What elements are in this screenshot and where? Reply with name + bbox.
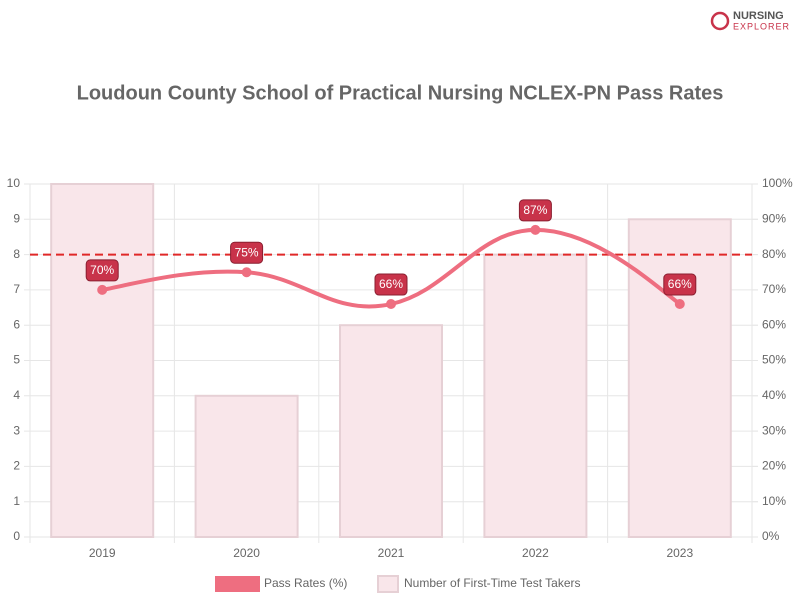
data-label-text: 66% [668, 277, 692, 291]
y2-tick-label: 80% [762, 247, 786, 261]
data-label-text: 66% [379, 277, 403, 291]
y2-tick-label: 50% [762, 353, 786, 367]
legend-swatch [377, 575, 399, 593]
data-label-text: 70% [90, 263, 114, 277]
bar [483, 253, 588, 538]
y-tick-label: 10 [7, 176, 21, 190]
legend-label: Number of First-Time Test Takers [404, 576, 580, 590]
logo-text: NURSING [733, 10, 784, 22]
logo: NURSING EXPLORER [710, 10, 790, 31]
y-tick-label: 6 [13, 317, 20, 331]
data-label-box [518, 199, 552, 222]
x-tick-label: 2022 [522, 546, 549, 560]
point [674, 299, 685, 310]
y-tick-label: 8 [13, 247, 20, 261]
legend-swatch [215, 576, 260, 592]
y-tick-label: 7 [13, 282, 20, 296]
y2-tick-label: 30% [762, 423, 786, 437]
y2-tick-label: 90% [762, 211, 786, 225]
y-tick-label: 1 [13, 494, 20, 508]
data-label: 75% [230, 241, 264, 264]
chart-title: Loudoun County School of Practical Nursi… [77, 82, 724, 104]
y-tick-label: 0 [13, 529, 20, 543]
point [97, 284, 108, 295]
data-label-text: 87% [523, 203, 547, 217]
x-tick-label: 2019 [89, 546, 116, 560]
x-tick-label: 2020 [233, 546, 260, 560]
y2-tick-label: 40% [762, 388, 786, 402]
data-label-text: 75% [235, 245, 259, 259]
data-label: 66% [663, 273, 697, 296]
bar [194, 394, 299, 538]
data-label-box [663, 273, 697, 296]
logo-text: EXPLORER [733, 21, 790, 31]
y-tick-label: 2 [13, 459, 20, 473]
point [530, 224, 541, 235]
point [241, 267, 252, 278]
data-label-box [230, 241, 264, 264]
point [386, 299, 396, 310]
x-tick-label: 2021 [378, 546, 405, 560]
bar [50, 183, 155, 538]
legend-label: Pass Rates (%) [264, 576, 347, 590]
bar [627, 218, 732, 539]
y2-tick-label: 70% [762, 282, 786, 296]
logo-icon [710, 11, 730, 31]
y2-tick-label: 60% [762, 317, 786, 331]
data-label-box [85, 259, 119, 282]
data-label: 70% [85, 259, 119, 282]
x-tick-label: 2023 [666, 546, 693, 560]
y-tick-label: 9 [13, 211, 20, 225]
data-label: 66% [374, 273, 408, 296]
y2-tick-label: 10% [762, 494, 786, 508]
y-tick-label: 5 [13, 353, 20, 367]
y-tick-label: 3 [13, 423, 20, 437]
bar [339, 324, 443, 539]
y-tick-label: 4 [13, 388, 20, 402]
data-label-box [374, 273, 408, 296]
y2-tick-label: 100% [762, 176, 793, 190]
data-label: 87% [518, 199, 552, 222]
y2-tick-label: 0% [762, 529, 780, 543]
y2-tick-label: 20% [762, 459, 786, 473]
